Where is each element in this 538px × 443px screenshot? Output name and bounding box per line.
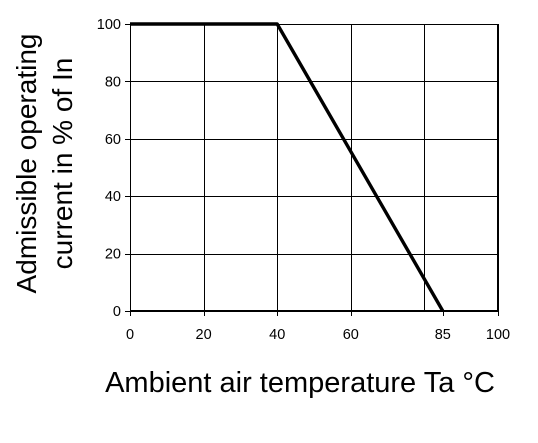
x-axis-tick-labels: 0 20 40 60 85 100 <box>126 327 510 343</box>
y-tick-label-20: 20 <box>105 247 121 263</box>
tick-marks <box>125 24 499 316</box>
x-tick-label-60: 60 <box>343 327 359 343</box>
x-axis-title: Ambient air temperature Ta °C <box>105 367 495 399</box>
y-axis-title-line-1: Admissible operating <box>11 34 42 294</box>
x-tick-label-20: 20 <box>196 327 212 343</box>
plot-frame <box>129 23 499 312</box>
x-tick-label-40: 40 <box>269 327 285 343</box>
series-layer <box>130 22 445 312</box>
x-tick-label-0: 0 <box>126 327 134 343</box>
y-axis-tick-labels: 0 20 40 60 80 100 <box>97 17 121 320</box>
grid-lines <box>130 24 499 312</box>
series-line-0 <box>130 22 445 312</box>
y-tick-label-80: 80 <box>105 74 121 90</box>
y-tick-label-40: 40 <box>105 189 121 205</box>
y-axis-title-line-2: current in % of In <box>47 58 78 270</box>
x-tick-label-100: 100 <box>486 327 510 343</box>
x-tick-label-85: 85 <box>435 327 451 343</box>
y-tick-label-100: 100 <box>97 17 121 33</box>
y-tick-label-60: 60 <box>105 132 121 148</box>
y-tick-label-0: 0 <box>113 304 121 320</box>
